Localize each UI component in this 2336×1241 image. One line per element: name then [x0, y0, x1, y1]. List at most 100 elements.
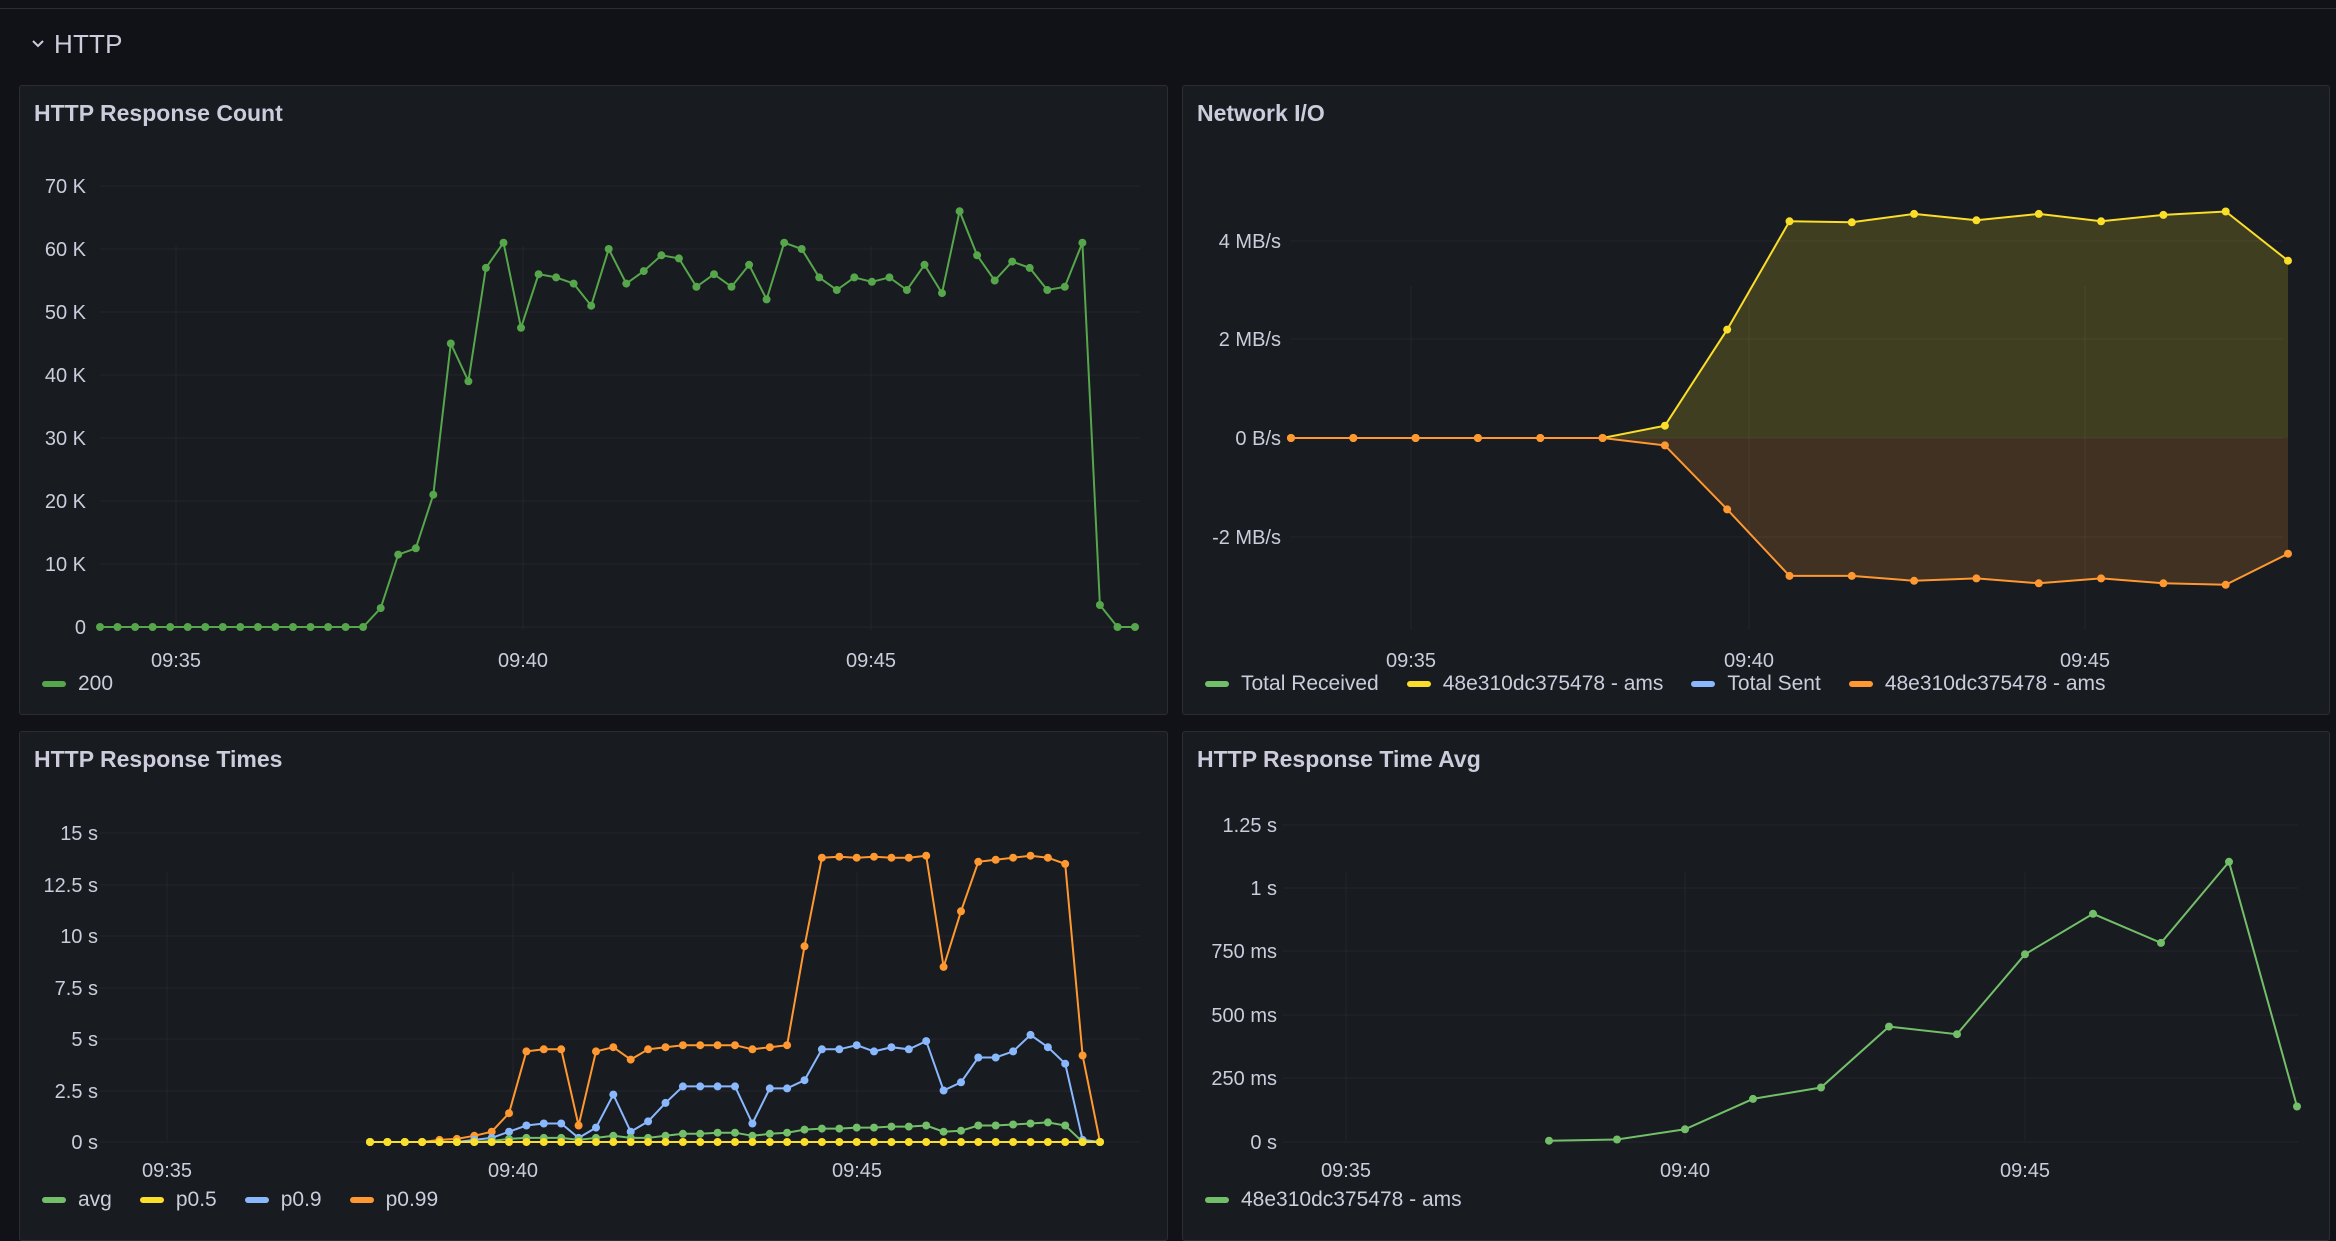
data-point [429, 490, 438, 499]
data-point [850, 273, 859, 282]
legend-item[interactable]: avg [42, 1188, 112, 1212]
x-tick-label: 09:45 [832, 1160, 882, 1182]
y-tick-label: 70 K [45, 176, 87, 198]
legend-swatch [1406, 681, 1431, 687]
chart-http-response-times[interactable]: 15 s 12.5 s 10 s 7.5 s 5 s 2.5 s 0 s 09:35 09:40… [20, 732, 1168, 1241]
data-point [661, 1138, 670, 1146]
data-point [505, 1138, 513, 1146]
data-point [609, 1043, 618, 1052]
data-point [1009, 1047, 1018, 1056]
data-point [1009, 1138, 1018, 1146]
data-point [1061, 1138, 1070, 1146]
panel-http-response-time-avg[interactable]: HTTP Response Time Avg 1.25 s 1 s 750 ms 50… [1182, 731, 2330, 1241]
data-point [957, 1126, 965, 1135]
series-area [1291, 438, 2288, 585]
legend-label: Total Received [1241, 672, 1379, 695]
chart-http-response-count[interactable]: 70 K 60 K 50 K 40 K 30 K 20 K 10 K 0 09:35 09:40 0… [20, 86, 1168, 715]
data-point [609, 1131, 618, 1140]
data-point [1536, 434, 1545, 442]
data-point [2293, 1102, 2301, 1111]
data-point [2221, 580, 2230, 589]
data-point [1026, 1138, 1035, 1146]
data-point [991, 855, 1000, 864]
data-point [1043, 853, 1052, 862]
data-point [592, 1123, 600, 1132]
data-point [1131, 623, 1139, 631]
y-tick-label: 1.25 s [1223, 815, 1277, 837]
data-point [131, 623, 140, 631]
data-point [783, 1138, 792, 1146]
data-point [957, 1078, 965, 1087]
data-point [852, 853, 861, 862]
data-point [1043, 286, 1052, 294]
data-point [2097, 574, 2106, 583]
data-point [991, 1138, 1000, 1146]
data-point [1009, 853, 1018, 862]
data-point [783, 1084, 792, 1093]
data-point [696, 1082, 705, 1091]
legend-item[interactable]: p0.99 [349, 1188, 439, 1212]
data-point [1785, 217, 1794, 226]
data-point [835, 1138, 844, 1146]
legend-item[interactable]: Total Sent [1691, 672, 1821, 696]
data-point [748, 1119, 757, 1128]
legend-item[interactable]: 48e310dc375478 - ams [1406, 672, 1663, 696]
y-tick-label: 30 K [45, 428, 87, 450]
panel-network-io[interactable]: Network I/O 4 MB/s 2 MB/s 0 B/s -2 MB/s 09:3… [1182, 85, 2330, 715]
legend-item[interactable]: 48e310dc375478 - ams [1848, 672, 2106, 696]
y-tick-label: 15 s [60, 823, 98, 845]
data-point [713, 1128, 722, 1137]
legend-item[interactable]: p0.9 [244, 1188, 322, 1212]
y-tick-label: 2 MB/s [1219, 329, 1281, 351]
x-tick-label: 09:35 [151, 650, 201, 672]
data-point [713, 1041, 722, 1050]
legend-item[interactable]: 48e310dc375478 - ams [1205, 1188, 1462, 1212]
panel-http-response-times[interactable]: HTTP Response Times 15 s 12.5 s 10 s 7.5 s 5… [19, 731, 1168, 1241]
data-point [1095, 601, 1104, 609]
data-point [852, 1123, 861, 1132]
data-point [696, 1129, 705, 1138]
data-point [306, 623, 315, 631]
data-point [609, 1090, 618, 1099]
data-point [815, 273, 824, 282]
legend-item[interactable]: 200 [42, 672, 113, 696]
data-point [1545, 1136, 1553, 1145]
data-point [870, 1047, 878, 1056]
data-point [394, 550, 403, 559]
data-point [2159, 210, 2168, 219]
y-tick-label: 60 K [45, 239, 87, 261]
data-point [832, 286, 841, 294]
panel-http-response-count[interactable]: HTTP Response Count 70 K 60 K 50 K 40 K 30 K… [19, 85, 1168, 715]
data-point [1078, 1138, 1087, 1146]
data-point [748, 1131, 757, 1140]
y-tick-label: 10 s [60, 926, 98, 948]
row-header-http[interactable]: HTTP [30, 24, 123, 64]
data-point [800, 1138, 809, 1146]
chart-http-response-time-avg[interactable]: 1.25 s 1 s 750 ms 500 ms 250 ms 0 s 09:35 09:40… [1183, 732, 2330, 1241]
data-point [817, 1124, 826, 1133]
data-point [1026, 1119, 1035, 1128]
data-point [922, 1037, 931, 1046]
data-point [400, 1138, 409, 1146]
data-point [592, 1047, 600, 1056]
data-point [1061, 1121, 1070, 1130]
chart-network-io[interactable]: 4 MB/s 2 MB/s 0 B/s -2 MB/s 09:35 09:40 09:45 [1183, 86, 2330, 715]
legend-label: avg [78, 1188, 112, 1211]
data-point [1349, 434, 1358, 442]
data-point [990, 276, 999, 285]
legend-item[interactable]: Total Received [1205, 672, 1379, 696]
data-point [1723, 505, 1732, 514]
data-point [904, 1045, 913, 1054]
legend-label: 200 [78, 672, 114, 695]
data-point [1061, 859, 1070, 868]
data-point [661, 1098, 670, 1107]
data-point [765, 1138, 774, 1146]
data-point [148, 623, 157, 631]
data-point [113, 623, 122, 631]
data-point [218, 623, 227, 631]
legend-item[interactable]: p0.5 [139, 1188, 217, 1212]
data-point [539, 1138, 548, 1146]
data-point [1847, 218, 1856, 227]
legend-label: p0.99 [385, 1188, 439, 1211]
data-point [1785, 571, 1794, 580]
